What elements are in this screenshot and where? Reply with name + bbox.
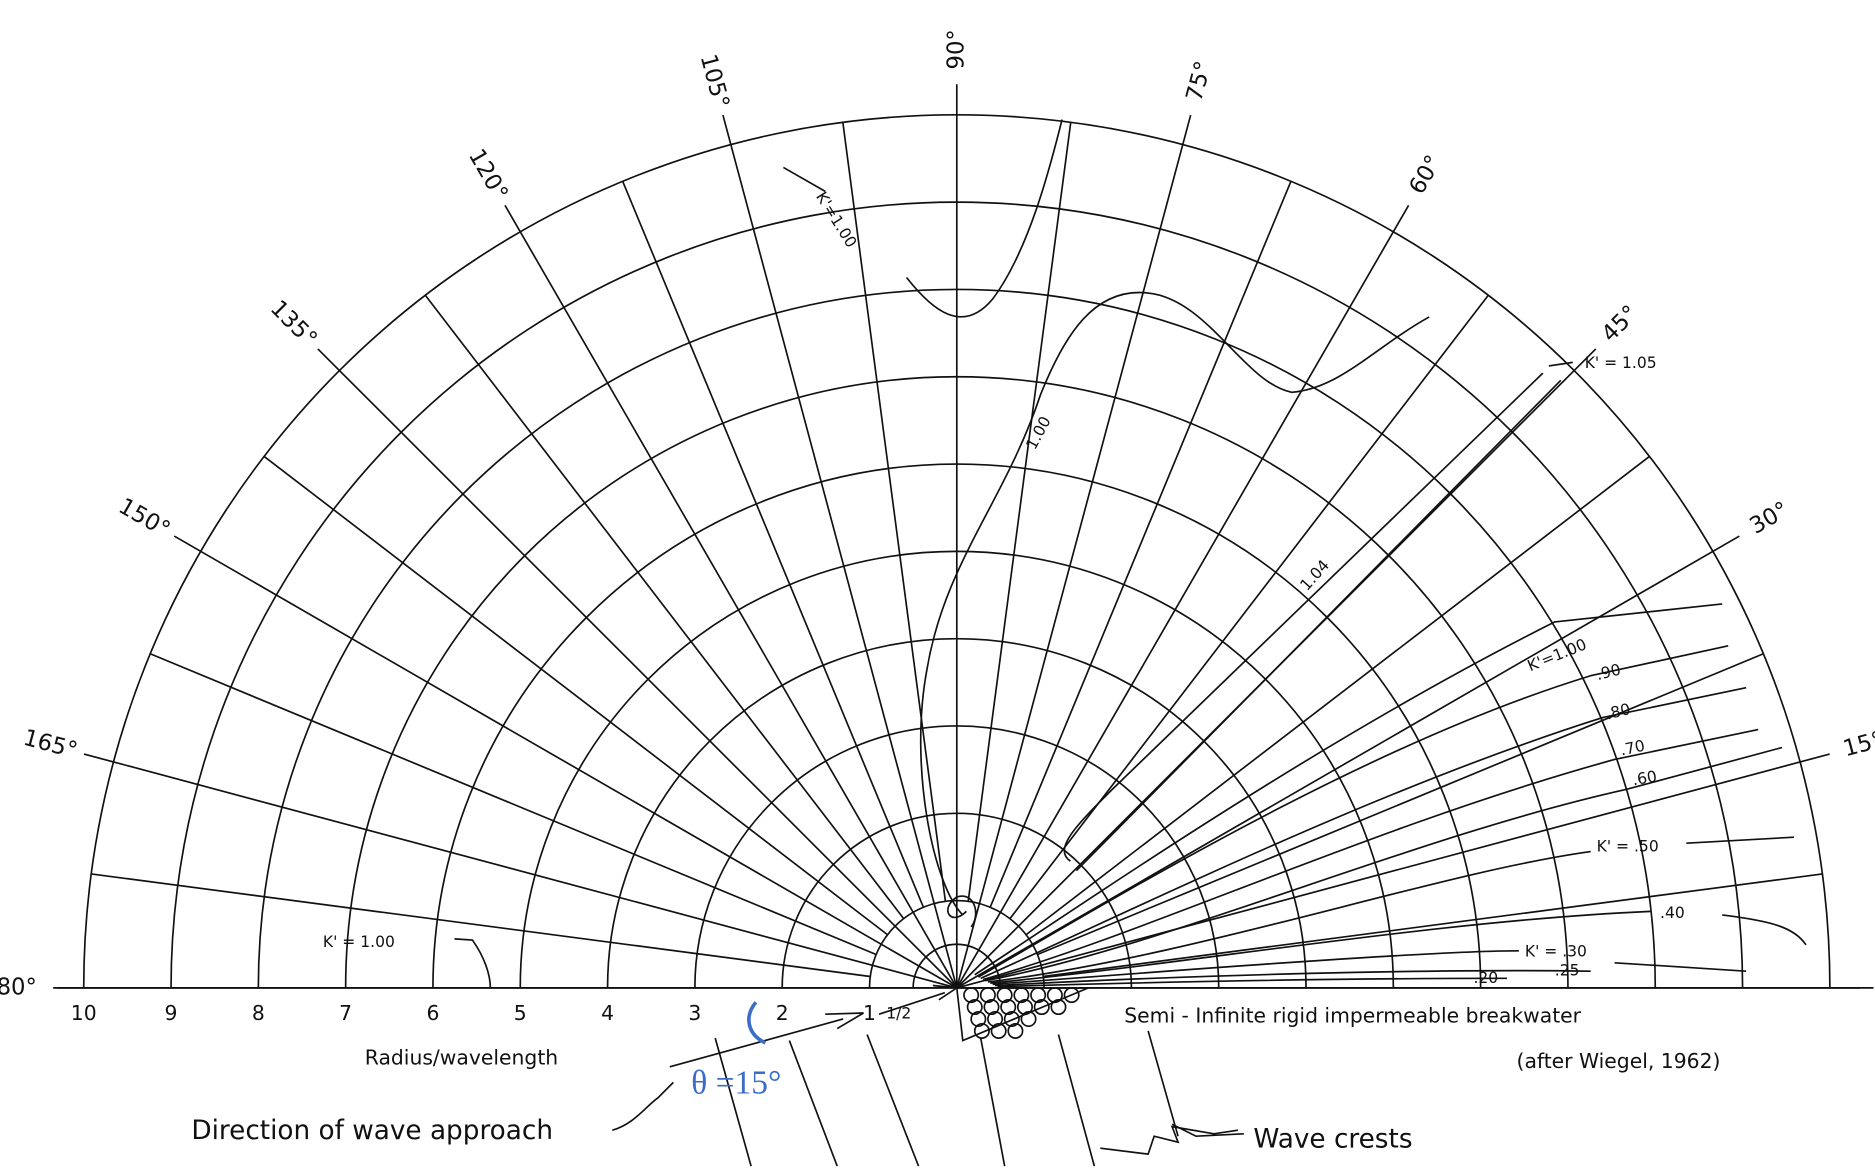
angle-label: 45°	[1597, 300, 1644, 347]
contour-label: .90	[1594, 661, 1622, 684]
contour-label: 1.00	[1023, 413, 1055, 452]
wave-crest	[715, 1038, 751, 1166]
contour-label: K' = 1.00	[323, 933, 395, 951]
wave-crest	[981, 1038, 1005, 1166]
radius-label: 4	[601, 1001, 614, 1025]
contour	[907, 120, 1062, 317]
angle-label: 75°	[1181, 58, 1217, 104]
angle-annotation: θ =15°	[691, 1065, 781, 1102]
radius-label: 1	[863, 1001, 876, 1025]
radial-line	[957, 754, 1830, 988]
leader	[1100, 1127, 1238, 1155]
contour	[975, 604, 1723, 975]
contour-label: .60	[1631, 767, 1658, 789]
contour-label: K' = .30	[1525, 943, 1587, 961]
breakwater-label: Semi - Infinite rigid impermeable breakw…	[1124, 1004, 1581, 1028]
radius-label: 2	[776, 1001, 789, 1025]
radial-line	[1043, 874, 1822, 977]
contour-label: K' = .50	[1597, 837, 1659, 855]
angle-label: 60°	[1404, 151, 1447, 199]
angle-label: 135°	[265, 295, 322, 352]
radius-label: 6	[426, 1001, 439, 1025]
radius-label: 8	[252, 1001, 265, 1025]
radius-label: 5	[514, 1001, 527, 1025]
contour-label: .40	[1660, 904, 1685, 922]
breakwater	[957, 988, 1089, 1041]
angle-label: 150°	[114, 493, 174, 543]
radial-line	[318, 349, 957, 988]
contour	[1076, 380, 1560, 870]
radius-label: 1/2	[886, 1005, 911, 1023]
contour	[921, 293, 1429, 915]
wave-crest	[1058, 1035, 1094, 1167]
contour-label: .70	[1619, 737, 1647, 760]
angle-label: 120°	[463, 145, 513, 205]
radial-line	[1037, 654, 1763, 955]
breakwater-stones	[964, 988, 1079, 1038]
contour-label: 1.04	[1297, 556, 1334, 594]
radius-label: 9	[165, 1001, 178, 1025]
angle-label: 90°	[943, 29, 969, 69]
angle-label: 180°	[0, 974, 37, 1000]
radial-line	[91, 874, 870, 977]
source-label: (after Wiegel, 1962)	[1517, 1049, 1721, 1073]
radius-label: 7	[339, 1001, 352, 1025]
contour-label: .25	[1555, 962, 1580, 980]
wave-crest	[1148, 1031, 1178, 1136]
angle-mark	[749, 1002, 766, 1043]
radial-line	[957, 115, 1191, 988]
angle-label: 15°	[1840, 727, 1875, 763]
wave-direction-label: Direction of wave approach	[191, 1116, 553, 1146]
wave-crest	[789, 1041, 837, 1167]
radial-line	[957, 205, 1409, 988]
diagram: Radius/wavelength Semi - Infinite rigid …	[0, 0, 1875, 1168]
contours	[454, 120, 1805, 988]
radial-line	[623, 181, 924, 907]
leader	[612, 1082, 673, 1130]
contour	[997, 978, 1506, 986]
wave-crest	[867, 1035, 918, 1167]
contour-label: .20	[1473, 969, 1498, 987]
radial-line	[84, 754, 957, 988]
radial-line	[957, 536, 1740, 988]
radius-label: 3	[688, 1001, 701, 1025]
radial-line	[174, 536, 957, 988]
radial-line	[723, 115, 957, 988]
angle-label: 105°	[695, 51, 734, 111]
contour-label: .80	[1604, 700, 1632, 723]
diagram-body: Radius/wavelength Semi - Infinite rigid …	[0, 29, 1875, 1166]
angle-label: 30°	[1745, 497, 1793, 540]
angle-label: 165°	[21, 725, 81, 764]
contour	[454, 939, 490, 988]
radial-line	[150, 654, 876, 955]
radial-line	[968, 122, 1071, 901]
contour	[986, 748, 1783, 981]
radial-line	[505, 205, 957, 988]
wave-crests-label: Wave crests	[1253, 1124, 1412, 1154]
axis-label: Radius/wavelength	[365, 1045, 558, 1069]
radius-label: 10	[71, 1001, 97, 1025]
contour-label: K' = 1.05	[1585, 354, 1657, 372]
contour	[783, 167, 825, 191]
